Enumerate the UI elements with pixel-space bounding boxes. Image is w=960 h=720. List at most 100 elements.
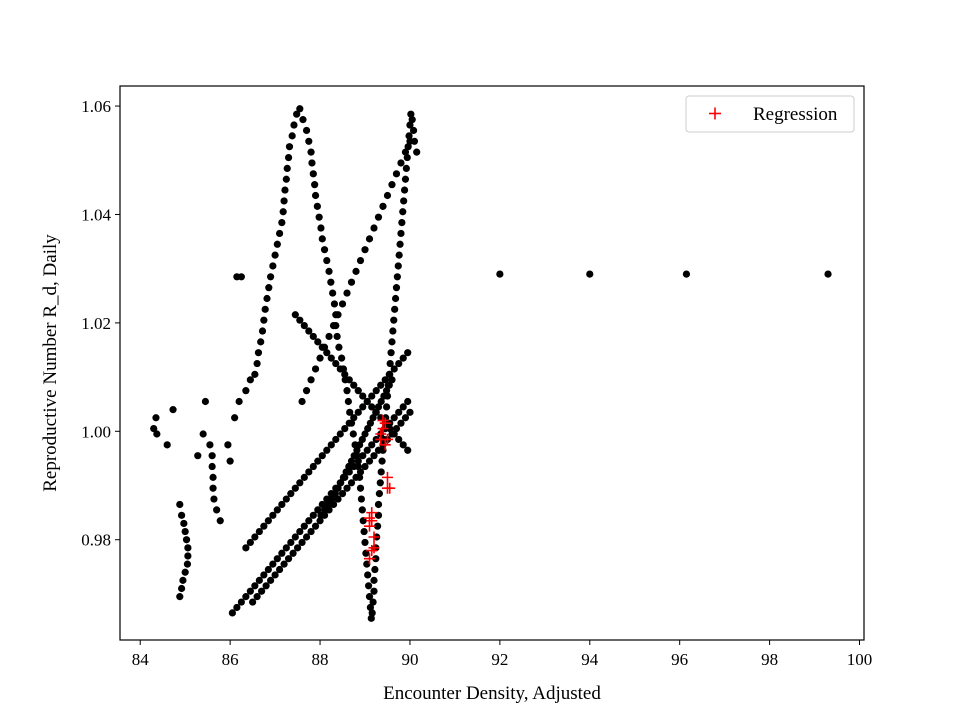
observed-point <box>242 544 250 552</box>
observed-point <box>390 365 398 373</box>
observed-point <box>183 560 192 568</box>
observed-point <box>370 224 378 232</box>
observed-point <box>343 387 351 395</box>
observed-point <box>309 170 317 178</box>
observed-point <box>237 598 245 606</box>
observed-point <box>375 490 383 498</box>
observed-point <box>824 270 832 278</box>
observed-point <box>305 468 313 476</box>
x-tick-label: 96 <box>671 650 688 669</box>
observed-point <box>404 446 412 454</box>
observed-point <box>354 457 362 465</box>
observed-point <box>377 381 385 389</box>
observed-point <box>318 235 326 243</box>
observed-point <box>305 517 313 525</box>
observed-point <box>341 370 349 378</box>
observed-point <box>352 267 360 275</box>
observed-point <box>315 213 323 221</box>
observed-point <box>323 446 331 454</box>
observed-point <box>399 208 407 216</box>
observed-point <box>242 593 250 601</box>
observed-point <box>374 500 383 509</box>
x-tick-label: 94 <box>581 650 599 669</box>
observed-point <box>336 365 344 373</box>
observed-point <box>257 338 265 346</box>
observed-point <box>350 452 358 460</box>
observed-point <box>332 484 340 492</box>
observed-point <box>364 571 372 579</box>
observed-point <box>330 300 339 308</box>
observed-point <box>150 424 158 433</box>
observed-point <box>394 262 402 270</box>
observed-point <box>201 397 210 406</box>
observed-point <box>307 527 315 536</box>
observed-point <box>285 143 294 151</box>
observed-point <box>361 538 369 547</box>
observed-point <box>386 359 394 368</box>
observed-point <box>332 435 340 444</box>
observed-point <box>373 522 382 530</box>
observed-point <box>370 576 378 584</box>
observed-point <box>289 549 297 557</box>
observed-point <box>344 397 352 406</box>
observed-point <box>341 424 349 433</box>
observed-point <box>302 126 311 135</box>
regression-point <box>375 433 387 445</box>
observed-point <box>300 522 308 530</box>
observed-point <box>327 441 335 449</box>
observed-point <box>400 197 408 205</box>
observed-point <box>393 273 401 281</box>
observed-point <box>406 121 414 129</box>
observed-point <box>392 170 401 178</box>
observed-point <box>401 148 410 156</box>
observed-point <box>354 408 362 416</box>
observed-point <box>249 598 257 606</box>
observed-point <box>372 387 380 395</box>
observed-point <box>316 517 324 525</box>
observed-point <box>284 153 293 162</box>
observed-point <box>282 495 290 503</box>
observed-point <box>208 462 216 471</box>
observed-point <box>408 116 416 124</box>
observed-point <box>496 270 504 278</box>
observed-point <box>323 256 331 265</box>
observed-point <box>361 462 369 471</box>
observed-point <box>398 219 406 227</box>
observed-point <box>246 538 254 547</box>
observed-point <box>368 392 376 400</box>
y-axis-ticks: 0.98 1.00 1.02 1.04 1.06 <box>81 97 120 550</box>
observed-point <box>359 392 367 400</box>
observed-point <box>226 457 234 465</box>
x-axis-ticks: 84 86 88 90 92 94 96 98 100 <box>132 640 872 669</box>
observed-point <box>395 359 403 368</box>
observed-point <box>371 565 379 574</box>
y-axis-label: Reproductive Number R_d, Daily <box>40 234 61 492</box>
observed-point <box>356 468 365 476</box>
observed-point <box>291 311 299 319</box>
observed-point <box>404 349 412 357</box>
observed-point <box>382 403 391 411</box>
observed-point <box>323 495 331 503</box>
observed-point <box>278 500 286 509</box>
observed-point <box>307 376 315 384</box>
observed-point <box>361 430 369 438</box>
observed-point <box>377 397 385 406</box>
observed-point <box>246 587 254 595</box>
observed-point <box>350 462 358 471</box>
observed-point <box>298 538 306 547</box>
observed-point <box>413 148 421 156</box>
observed-point <box>258 587 266 595</box>
observed-point <box>260 316 268 324</box>
observed-point <box>290 121 298 129</box>
observed-point <box>391 305 399 313</box>
observed-point <box>269 262 277 270</box>
observed-point <box>199 430 207 438</box>
observed-point <box>405 132 413 140</box>
y-tick-label: 1.04 <box>81 205 111 224</box>
observed-point <box>325 332 333 341</box>
regression-point <box>377 414 389 426</box>
x-tick-label: 90 <box>401 650 418 669</box>
observed-point <box>176 593 184 601</box>
observed-point <box>359 452 367 460</box>
observed-point <box>281 186 289 194</box>
